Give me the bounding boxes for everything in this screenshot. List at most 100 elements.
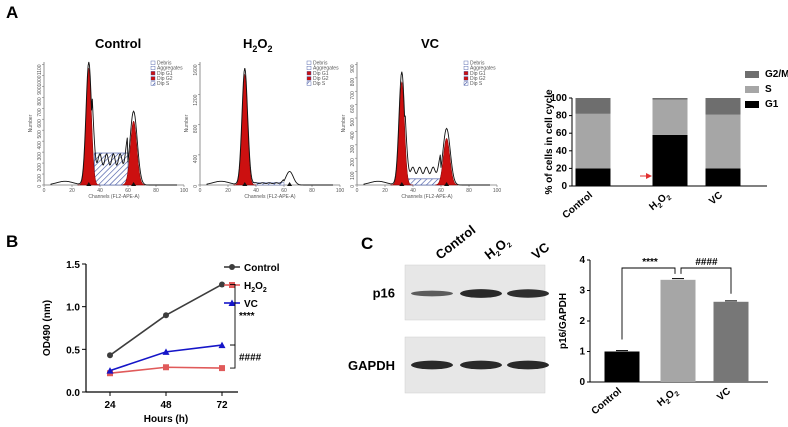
line-y-tick-label: 0.5 — [66, 345, 80, 356]
p16-bracket-1 — [621, 267, 676, 340]
blot-band — [411, 360, 453, 370]
panel-label-c: C — [361, 234, 373, 253]
stack-y-tick-label: 0 — [561, 181, 567, 192]
flow-x-tick-label: 80 — [466, 188, 472, 194]
blot-band — [411, 290, 453, 297]
flow-y-tick-label: 700 — [350, 91, 356, 100]
flow-y-tick-label: 1100 — [37, 64, 43, 75]
flow-legend-label: Dip S — [313, 81, 326, 87]
flow-peak-marker — [444, 182, 450, 186]
flow-s-region — [94, 152, 129, 186]
line-y-tick-label: 1.5 — [66, 260, 80, 271]
flow-y-tick-label: 700 — [37, 108, 43, 117]
blot-lane-label: H2O2 — [482, 234, 514, 264]
flow-legend-swatch — [306, 71, 312, 76]
flow-y-tick-label: 500 — [37, 130, 43, 139]
blot-band — [507, 289, 549, 298]
flow-y-tick-label: 400 — [37, 141, 43, 150]
flow-x-tick-label: 0 — [199, 188, 202, 194]
line-point-h2o2 — [163, 364, 169, 371]
flow-legend-label: Dip S — [470, 81, 483, 87]
flow-title-h2o2-sub: 2 — [252, 44, 257, 54]
flow-peak-marker — [86, 182, 92, 186]
p16-bar-1 — [660, 279, 696, 382]
flow-panel-1: 0 20 40 60 80 100 0 400 800 1200 1600 Channels (FL2… — [184, 60, 344, 200]
flow-legend-label: Dip G1 — [313, 71, 329, 77]
flow-panel-0: 0 20 40 60 80 1000100200300400500600700800900… — [28, 60, 188, 200]
stack-legend-swatch — [745, 101, 759, 108]
line-legend-marker — [229, 264, 235, 270]
flow-x-tick-label: 80 — [309, 188, 315, 194]
p16-y-tick-label: 4 — [579, 255, 585, 266]
flow-y-tick-label: 1000 — [37, 75, 43, 86]
flow-x-tick-label: 60 — [438, 188, 444, 194]
blot-band — [460, 360, 502, 370]
flow-x-tick-label: 100 — [180, 188, 189, 194]
stack-bar-g1 — [575, 168, 611, 186]
stack-bar-g1 — [705, 168, 741, 186]
flow-y-tick-label: 400 — [350, 131, 356, 140]
flow-y-tick-label: 600 — [37, 119, 43, 128]
flow-legend-swatch — [150, 71, 156, 76]
flow-legend-label: Debris — [470, 60, 485, 66]
flow-legend-label: Aggregates — [470, 66, 496, 72]
stack-bar-g2m — [575, 98, 611, 114]
flow-legend-swatch — [463, 76, 469, 81]
flow-title-control: Control — [95, 36, 141, 51]
line-point-control — [107, 352, 113, 359]
flow-legend-swatch — [150, 60, 156, 65]
flow-x-tick-label: 20 — [382, 188, 388, 194]
flow-legend-swatch — [150, 81, 156, 86]
flow-x-tick-label: 40 — [410, 188, 416, 194]
flow-y-tick-label: 200 — [37, 163, 43, 172]
p16-x-tick-label: H2O2 — [655, 386, 681, 411]
flow-x-tick-label: 80 — [153, 188, 159, 194]
flow-y-tick-label: 1600 — [193, 64, 199, 75]
flow-y-label: Number — [28, 114, 34, 132]
p16-y-label: p16/GAPDH — [558, 293, 569, 349]
line-x-label: Hours (h) — [144, 414, 188, 425]
line-y-label: OD490 (nm) — [42, 300, 53, 356]
flow-legend-label: Debris — [313, 60, 328, 66]
flow-y-tick-label: 100 — [350, 171, 356, 180]
flow-y-tick-label: 900 — [350, 64, 356, 73]
flow-x-tick-label: 20 — [69, 188, 75, 194]
line-sig-h2o2: #### — [239, 353, 262, 364]
flow-y-tick-label: 600 — [350, 104, 356, 113]
line-point-control — [219, 281, 225, 288]
flow-y-tick-label: 100 — [37, 174, 43, 183]
line-y-tick-label: 0.0 — [66, 388, 80, 399]
flow-g2-peak — [435, 137, 458, 186]
flow-legend-label: Dip S — [157, 81, 170, 87]
flow-x-tick-label: 60 — [281, 188, 287, 194]
flow-legend-swatch — [463, 81, 469, 86]
od490-line-chart: 0.0 0.5 1.0 1.5 24 48 72 Hours (h) OD490 (nm) Con… — [42, 260, 280, 425]
stack-x-tick-label: H2O2 — [647, 190, 673, 215]
flow-title-h2o2: H2O2 — [243, 36, 273, 54]
stack-y-tick-label: 60 — [556, 128, 568, 139]
line-bracket-ctrl — [230, 284, 236, 346]
flow-legend-swatch — [150, 65, 156, 70]
line-x-tick-label: 72 — [216, 400, 228, 411]
flow-y-tick-label: 500 — [350, 118, 356, 127]
flow-legend-label: Debris — [157, 60, 172, 66]
flow-x-label: Channels (FL2-APE-A) — [401, 194, 452, 200]
panel-label-a: A — [6, 3, 18, 22]
line-sig-ctrl: **** — [239, 311, 255, 322]
p16-bar-2 — [713, 301, 749, 382]
flow-y-tick-label: 300 — [37, 152, 43, 161]
flow-y-tick-label: 0 — [193, 185, 199, 188]
flow-y-tick-label: 900 — [37, 86, 43, 95]
flow-x-tick-label: 40 — [97, 188, 103, 194]
p16-bracket-2 — [680, 267, 732, 294]
flow-g1-peak — [77, 68, 101, 186]
flow-y-tick-label: 200 — [350, 158, 356, 167]
stack-x-tick-label: VC — [707, 190, 725, 207]
stack-y-label: % of cells in cell cycle — [544, 89, 555, 194]
p16-gapdh-bar-chart: 0 1 2 3 4 p16/GAPDH Control H2O2 VC **** #### — [558, 255, 768, 417]
flow-legend-label: Dip G2 — [470, 76, 486, 82]
flow-y-tick-label: 0 — [350, 185, 356, 188]
stack-y-tick-label: 100 — [550, 93, 567, 104]
p16-x-tick-label: Control — [590, 386, 624, 417]
